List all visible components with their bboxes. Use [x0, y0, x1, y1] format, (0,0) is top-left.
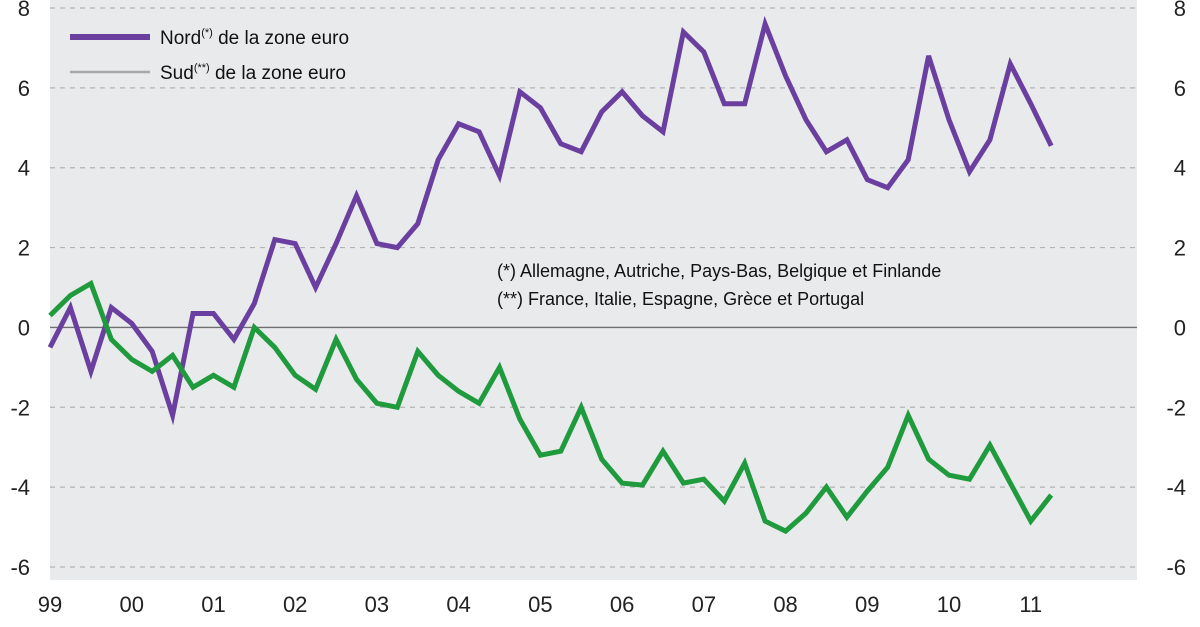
legend-label-nord-suffix: de la zone euro [213, 28, 349, 49]
y-axis-left: 8 6 4 2 0 -2 -4 -6 [10, 0, 30, 580]
x-tick-8: 07 [692, 592, 716, 617]
y-tick-right-6: -4 [1166, 475, 1186, 500]
series-line-0 [47, 15, 1054, 426]
legend: Nord(*) de la zone euro Sud(**) de la zo… [70, 27, 349, 84]
footnote-sud: (**) France, Italie, Espagne, Grèce et P… [497, 289, 864, 309]
y-tick-right-2: 4 [1174, 156, 1186, 181]
y-tick-left-0: 8 [18, 0, 30, 21]
legend-entry-sud: Sud(**) de la zone euro [70, 62, 346, 84]
x-axis: 99 00 01 02 03 04 05 06 07 08 09 10 11 [38, 592, 1042, 617]
x-tick-5: 04 [446, 592, 470, 617]
x-tick-7: 06 [610, 592, 634, 617]
legend-label-sud-suffix: de la zone euro [210, 63, 346, 84]
footnotes: (*) Allemagne, Autriche, Pays-Bas, Belgi… [497, 261, 941, 309]
legend-label-nord-sup: (*) [201, 27, 213, 39]
x-tick-4: 03 [365, 592, 389, 617]
y-tick-right-0: 8 [1174, 0, 1186, 21]
legend-label-sud-sup: (**) [194, 62, 210, 74]
x-tick-0: 99 [38, 592, 62, 617]
legend-label-nord-name: Nord [160, 28, 201, 49]
series-lines [47, 15, 1054, 535]
y-tick-left-7: -6 [10, 555, 30, 580]
grid [50, 7, 1137, 568]
y-tick-left-4: 0 [18, 315, 30, 340]
y-axis-right: 8 6 4 2 0 -2 -4 -6 [1166, 0, 1186, 580]
plot-area [50, 0, 1137, 580]
series-line-1 [48, 279, 1054, 535]
y-tick-left-6: -4 [10, 475, 30, 500]
y-tick-left-1: 6 [18, 76, 30, 101]
x-tick-6: 05 [528, 592, 552, 617]
x-tick-11: 10 [937, 592, 961, 617]
y-tick-left-5: -2 [10, 395, 30, 420]
x-tick-12: 11 [1019, 592, 1042, 617]
legend-label-nord: Nord(*) de la zone euro [160, 27, 349, 49]
y-tick-right-4: 0 [1174, 315, 1186, 340]
x-tick-1: 00 [119, 592, 143, 617]
y-tick-left-3: 2 [18, 236, 30, 261]
y-tick-right-3: 2 [1174, 236, 1186, 261]
y-tick-right-7: -6 [1166, 555, 1186, 580]
legend-label-sud-name: Sud [160, 63, 194, 84]
y-tick-left-2: 4 [18, 156, 30, 181]
x-tick-10: 09 [855, 592, 879, 617]
x-tick-2: 01 [201, 592, 225, 617]
legend-entry-nord: Nord(*) de la zone euro [70, 27, 349, 49]
x-tick-3: 02 [283, 592, 307, 617]
footnote-nord: (*) Allemagne, Autriche, Pays-Bas, Belgi… [497, 261, 941, 281]
y-tick-right-1: 6 [1174, 76, 1186, 101]
y-tick-right-5: -2 [1166, 395, 1186, 420]
x-tick-9: 08 [773, 592, 797, 617]
legend-label-sud: Sud(**) de la zone euro [160, 62, 346, 84]
